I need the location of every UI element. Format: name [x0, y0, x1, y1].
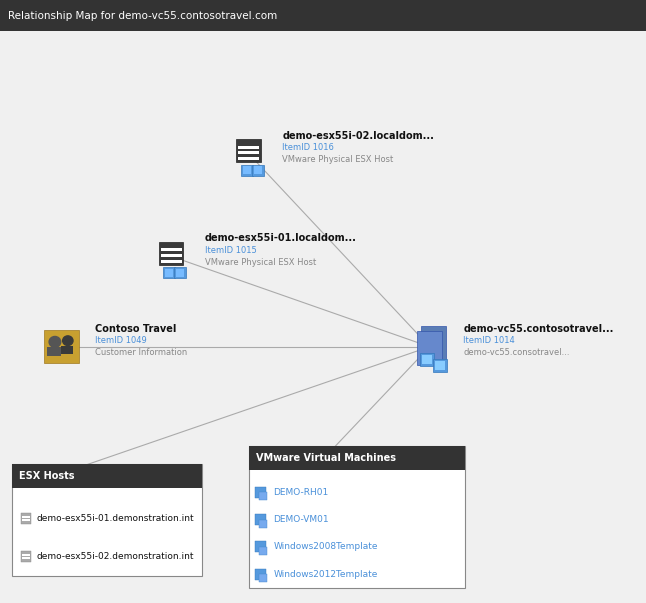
FancyBboxPatch shape [421, 326, 446, 360]
FancyBboxPatch shape [259, 547, 267, 555]
FancyBboxPatch shape [259, 492, 267, 500]
FancyBboxPatch shape [255, 541, 266, 552]
Text: VMware Physical ESX Host: VMware Physical ESX Host [205, 258, 316, 267]
FancyBboxPatch shape [61, 346, 73, 354]
FancyBboxPatch shape [165, 269, 173, 277]
Text: DEMO-VM01: DEMO-VM01 [273, 515, 329, 524]
FancyBboxPatch shape [420, 353, 434, 366]
Text: ItemID 1014: ItemID 1014 [463, 336, 515, 345]
FancyBboxPatch shape [44, 330, 79, 363]
FancyBboxPatch shape [21, 551, 31, 562]
FancyBboxPatch shape [21, 513, 31, 524]
FancyBboxPatch shape [259, 574, 267, 582]
Text: Customer Information: Customer Information [95, 349, 187, 357]
FancyBboxPatch shape [255, 569, 266, 579]
FancyBboxPatch shape [12, 464, 202, 488]
FancyBboxPatch shape [174, 267, 186, 278]
Text: VMware Physical ESX Host: VMware Physical ESX Host [282, 156, 393, 164]
Circle shape [49, 336, 61, 347]
FancyBboxPatch shape [236, 139, 261, 162]
Text: ItemID 1049: ItemID 1049 [95, 336, 147, 345]
Text: DEMO-RH01: DEMO-RH01 [273, 488, 329, 497]
Text: demo-vc55.consotravel...: demo-vc55.consotravel... [463, 349, 570, 357]
FancyBboxPatch shape [159, 242, 183, 265]
FancyBboxPatch shape [435, 361, 445, 370]
FancyBboxPatch shape [22, 516, 30, 519]
Text: Windows2008Template: Windows2008Template [273, 543, 378, 551]
Circle shape [63, 336, 73, 346]
FancyBboxPatch shape [22, 557, 30, 559]
FancyBboxPatch shape [238, 151, 259, 154]
Text: Contoso Travel: Contoso Travel [95, 324, 176, 333]
FancyBboxPatch shape [433, 359, 447, 372]
Text: VMware Virtual Machines: VMware Virtual Machines [256, 453, 397, 463]
FancyBboxPatch shape [249, 446, 465, 470]
FancyBboxPatch shape [255, 487, 266, 497]
FancyBboxPatch shape [259, 520, 267, 528]
FancyBboxPatch shape [176, 269, 184, 277]
FancyBboxPatch shape [243, 166, 251, 174]
Text: Windows2012Template: Windows2012Template [273, 570, 378, 579]
Text: Relationship Map for demo-vc55.contosotravel.com: Relationship Map for demo-vc55.contosotr… [8, 11, 277, 21]
FancyBboxPatch shape [22, 519, 30, 521]
FancyBboxPatch shape [241, 165, 253, 175]
FancyBboxPatch shape [161, 248, 182, 251]
Text: demo-vc55.contosotravel...: demo-vc55.contosotravel... [463, 324, 614, 333]
Text: ItemID 1016: ItemID 1016 [282, 144, 334, 152]
FancyBboxPatch shape [163, 267, 175, 278]
Text: ESX Hosts: ESX Hosts [19, 472, 75, 481]
FancyBboxPatch shape [254, 166, 262, 174]
FancyBboxPatch shape [0, 0, 646, 31]
FancyBboxPatch shape [417, 331, 442, 365]
Text: demo-esx55i-02.localdom...: demo-esx55i-02.localdom... [282, 131, 434, 140]
Text: demo-esx55i-01.demonstration.int: demo-esx55i-01.demonstration.int [36, 514, 194, 523]
FancyBboxPatch shape [22, 554, 30, 557]
Text: demo-esx55i-01.localdom...: demo-esx55i-01.localdom... [205, 233, 357, 243]
FancyBboxPatch shape [47, 347, 61, 356]
FancyBboxPatch shape [238, 157, 259, 160]
Text: demo-esx55i-02.demonstration.int: demo-esx55i-02.demonstration.int [36, 552, 194, 561]
FancyBboxPatch shape [161, 260, 182, 263]
FancyBboxPatch shape [422, 355, 432, 364]
FancyBboxPatch shape [12, 464, 202, 576]
Text: ItemID 1015: ItemID 1015 [205, 246, 256, 254]
FancyBboxPatch shape [238, 146, 259, 148]
FancyBboxPatch shape [161, 254, 182, 257]
FancyBboxPatch shape [252, 165, 264, 175]
FancyBboxPatch shape [249, 446, 465, 588]
FancyBboxPatch shape [255, 514, 266, 525]
